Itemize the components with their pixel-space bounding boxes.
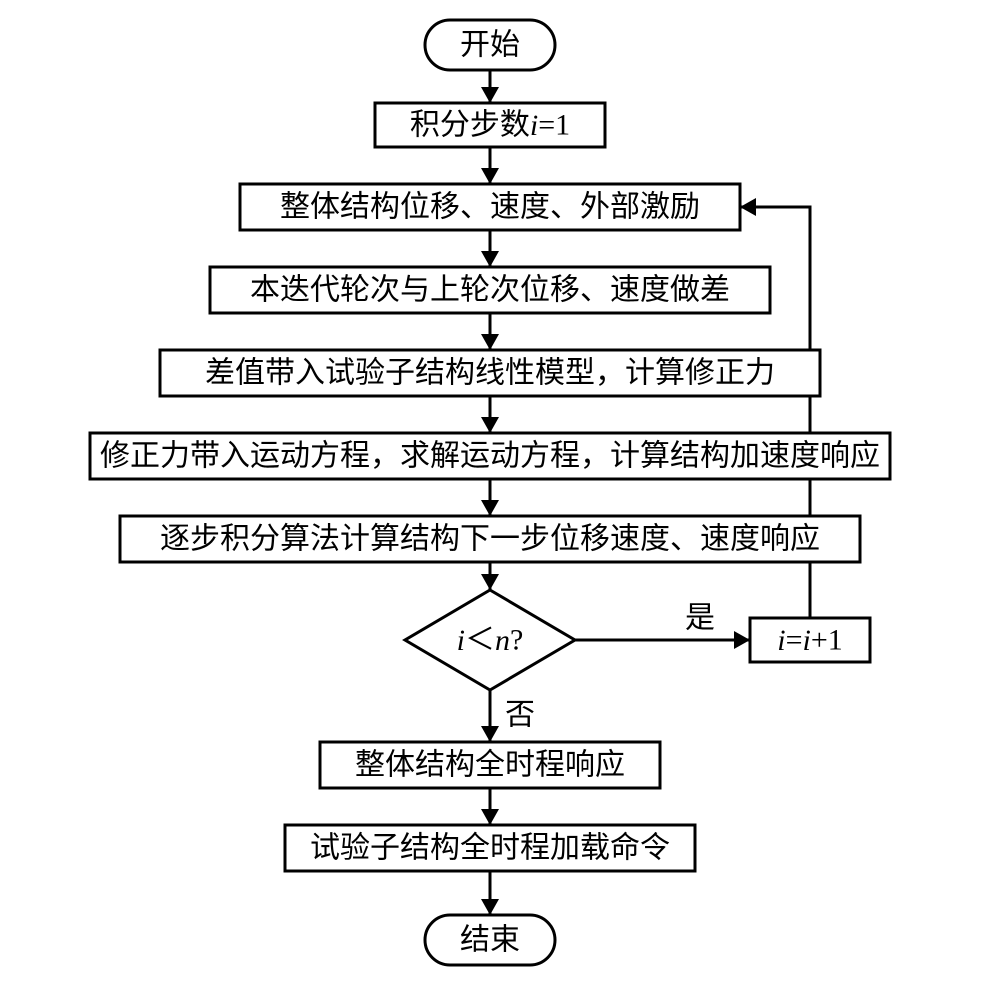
node-step3-label: 本迭代轮次与上轮次位移、速度做差: [250, 274, 730, 307]
node-end-label: 结束: [460, 924, 520, 957]
node-step3: 本迭代轮次与上轮次位移、速度做差: [210, 267, 770, 313]
edge-label-decision-step7: 否: [505, 699, 535, 732]
node-decision: i＜n?: [405, 590, 575, 690]
node-step7: 整体结构全时程响应: [320, 742, 660, 788]
node-step2: 整体结构位移、速度、外部激励: [240, 184, 740, 230]
node-end: 结束: [425, 915, 555, 965]
edge-label-decision-inc: 是: [685, 602, 715, 635]
node-step6: 逐步积分算法计算结构下一步位移速度、速度响应: [120, 516, 860, 562]
node-inc-label: i=i+1: [777, 624, 843, 657]
node-inc: i=i+1: [750, 618, 870, 662]
node-step1-label: 积分步数i=1: [410, 109, 570, 142]
node-step2-label: 整体结构位移、速度、外部激励: [280, 191, 700, 224]
node-start: 开始: [425, 20, 555, 70]
node-step5: 修正力带入运动方程，求解运动方程，计算结构加速度响应: [90, 433, 890, 479]
node-step5-label: 修正力带入运动方程，求解运动方程，计算结构加速度响应: [100, 440, 880, 473]
node-decision-label: i＜n?: [457, 624, 524, 657]
node-step4: 差值带入试验子结构线性模型，计算修正力: [160, 350, 820, 396]
node-step7-label: 整体结构全时程响应: [355, 749, 625, 782]
node-step8: 试验子结构全时程加载命令: [285, 825, 695, 871]
node-step4-label: 差值带入试验子结构线性模型，计算修正力: [205, 357, 775, 390]
node-step6-label: 逐步积分算法计算结构下一步位移速度、速度响应: [160, 523, 820, 556]
node-step8-label: 试验子结构全时程加载命令: [310, 832, 670, 865]
node-start-label: 开始: [460, 29, 520, 62]
node-step1: 积分步数i=1: [375, 103, 605, 147]
flowchart-diagram: 是否 开始积分步数i=1 整体结构位移、速度、外部激励本迭代轮次与上轮次位移、速度做…: [0, 0, 982, 1000]
